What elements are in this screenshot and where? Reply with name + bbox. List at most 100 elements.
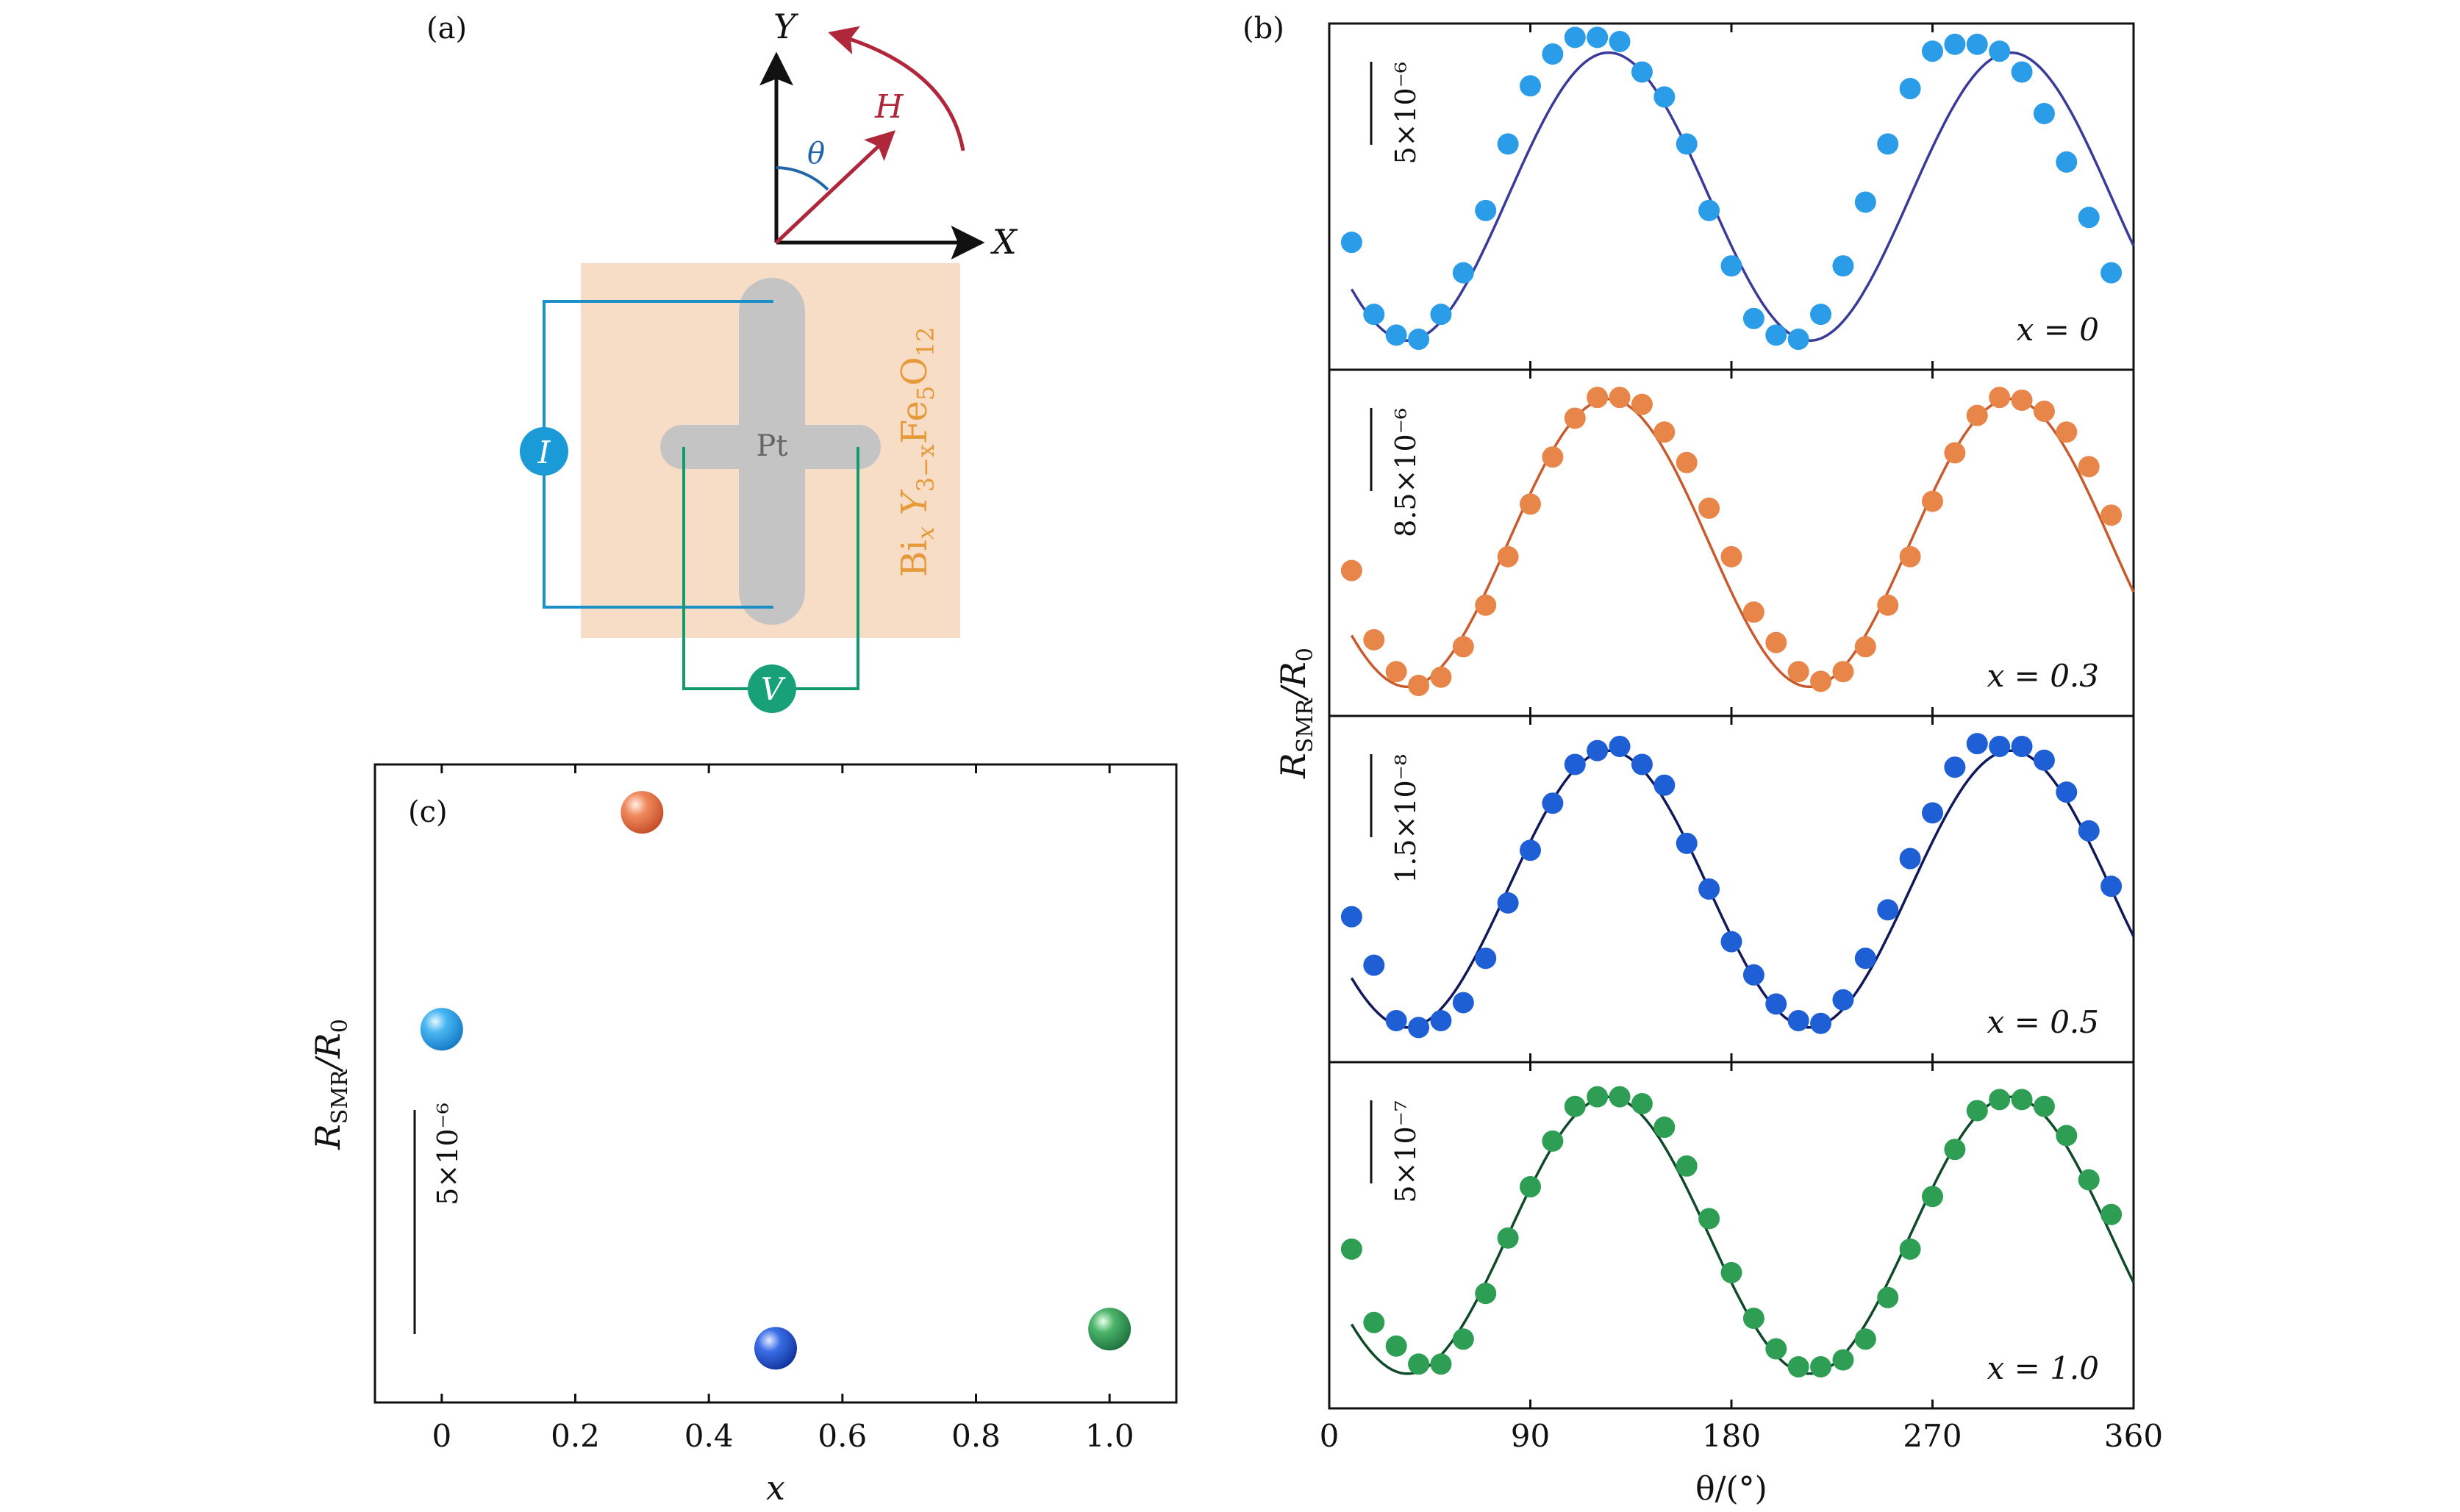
data-point bbox=[1631, 1093, 1653, 1115]
x-tick-label: 270 bbox=[1903, 1418, 1962, 1454]
y-title-R: R bbox=[1273, 753, 1313, 779]
voltmeter-icon bbox=[748, 664, 796, 713]
data-point bbox=[1587, 26, 1609, 49]
data-point bbox=[1742, 964, 1764, 986]
data-point bbox=[1564, 753, 1586, 775]
data-point bbox=[1989, 1089, 2011, 1111]
data-point bbox=[1742, 1308, 1764, 1330]
current-label: I bbox=[537, 434, 551, 470]
y-axis-title: RSMR/R0 bbox=[1273, 648, 1318, 779]
field-arrow-icon bbox=[775, 130, 895, 244]
data-point bbox=[1922, 40, 1943, 62]
data-point bbox=[1989, 387, 2011, 409]
y-axis-title: RSMR/R0 bbox=[308, 1019, 353, 1150]
data-point bbox=[1609, 1086, 1631, 1108]
subplot-2: 1.5×10⁻⁸ x = 0.5 bbox=[1328, 714, 2135, 1064]
scale-bar-label: 5×10⁻⁶ bbox=[432, 1103, 464, 1205]
x-tick-label: 1.0 bbox=[1085, 1418, 1134, 1454]
data-point bbox=[1899, 848, 1921, 870]
data-point bbox=[1385, 324, 1407, 346]
data-point bbox=[1452, 1328, 1474, 1350]
data-point bbox=[1542, 792, 1564, 814]
data-point bbox=[1542, 1130, 1564, 1152]
data-point bbox=[1944, 1139, 1966, 1161]
data-point bbox=[1340, 559, 1362, 581]
y-title-sub2: 0 bbox=[1292, 648, 1318, 662]
data-point bbox=[1430, 1353, 1452, 1375]
data-point bbox=[1922, 1186, 1943, 1208]
x-tick-label: 180 bbox=[1702, 1418, 1761, 1454]
data-point bbox=[1877, 1286, 1899, 1308]
data-point bbox=[1475, 199, 1497, 221]
data-point bbox=[1877, 133, 1899, 155]
data-point bbox=[1497, 1227, 1519, 1249]
data-point bbox=[1810, 1012, 1832, 1034]
field-label: H bbox=[874, 88, 904, 126]
x-tick-label: 0 bbox=[1320, 1418, 1340, 1454]
data-point bbox=[1832, 255, 1854, 277]
data-point bbox=[1944, 756, 1966, 778]
data-point bbox=[1408, 1353, 1430, 1375]
data-point bbox=[1609, 735, 1631, 757]
x-tick-label: 0 bbox=[432, 1418, 451, 1454]
data-point bbox=[2100, 1203, 2123, 1225]
data-point bbox=[1742, 601, 1764, 623]
pt-label: Pt bbox=[757, 429, 788, 463]
data-point bbox=[1340, 1238, 1362, 1260]
data-point bbox=[2033, 102, 2055, 124]
data-point bbox=[1631, 393, 1653, 415]
x-axis-title: θ/(°) bbox=[1695, 1470, 1767, 1508]
data-point bbox=[1475, 1283, 1497, 1305]
series-label: x = 1.0 bbox=[1987, 1350, 2099, 1386]
data-point bbox=[1698, 497, 1720, 519]
data-point bbox=[2011, 61, 2033, 83]
voltage-label: V bbox=[761, 671, 786, 707]
panel-a: (a) Pt I V Bix Y3−xFe5O12 Y X H θ bbox=[426, 7, 1018, 713]
data-point bbox=[1631, 753, 1653, 775]
data-point bbox=[1854, 636, 1876, 658]
data-point bbox=[1520, 493, 1541, 515]
data-point bbox=[1989, 735, 2011, 757]
x-axis-title: x bbox=[766, 1468, 785, 1508]
y-title-R: R bbox=[308, 1124, 348, 1150]
data-point bbox=[1497, 892, 1519, 914]
fit-curve-2 bbox=[1350, 749, 2135, 1029]
data-point bbox=[1989, 40, 2011, 62]
data-point bbox=[1676, 1155, 1698, 1177]
data-point bbox=[2078, 456, 2100, 478]
angle-arc-icon bbox=[776, 166, 829, 191]
data-point bbox=[2100, 262, 2123, 284]
data-point bbox=[2100, 504, 2123, 526]
data-point bbox=[1385, 1335, 1407, 1357]
data-point bbox=[1363, 304, 1385, 326]
data-point bbox=[1542, 43, 1564, 65]
data-point bbox=[1653, 86, 1676, 108]
data-point bbox=[1877, 899, 1899, 921]
data-point bbox=[1832, 1349, 1854, 1371]
data-point bbox=[1676, 832, 1698, 854]
data-point bbox=[1363, 954, 1385, 976]
data-point bbox=[1698, 878, 1720, 900]
data-point bbox=[1966, 33, 1988, 55]
data-point bbox=[2056, 781, 2078, 803]
data-point bbox=[1408, 1017, 1430, 1039]
data-point bbox=[2056, 151, 2078, 173]
data-point bbox=[1452, 636, 1474, 658]
data-point bbox=[1497, 545, 1519, 567]
data-point bbox=[1765, 631, 1787, 653]
data-point bbox=[2011, 1089, 2033, 1111]
data-point bbox=[1720, 931, 1742, 953]
data-point bbox=[1698, 1208, 1720, 1230]
film-composition-label: Bix Y3−xFe5O12 bbox=[894, 327, 940, 577]
data-point bbox=[1452, 262, 1474, 284]
data-point bbox=[1385, 1009, 1407, 1031]
data-point bbox=[1922, 802, 1943, 824]
data-point bbox=[1854, 1328, 1876, 1350]
data-point bbox=[1787, 661, 1809, 683]
data-point bbox=[1832, 661, 1854, 683]
data-point bbox=[1520, 839, 1541, 861]
panel-a-label: (a) bbox=[426, 12, 467, 46]
data-point bbox=[1720, 255, 1742, 277]
data-point bbox=[2033, 749, 2055, 771]
data-point bbox=[1944, 33, 1966, 55]
